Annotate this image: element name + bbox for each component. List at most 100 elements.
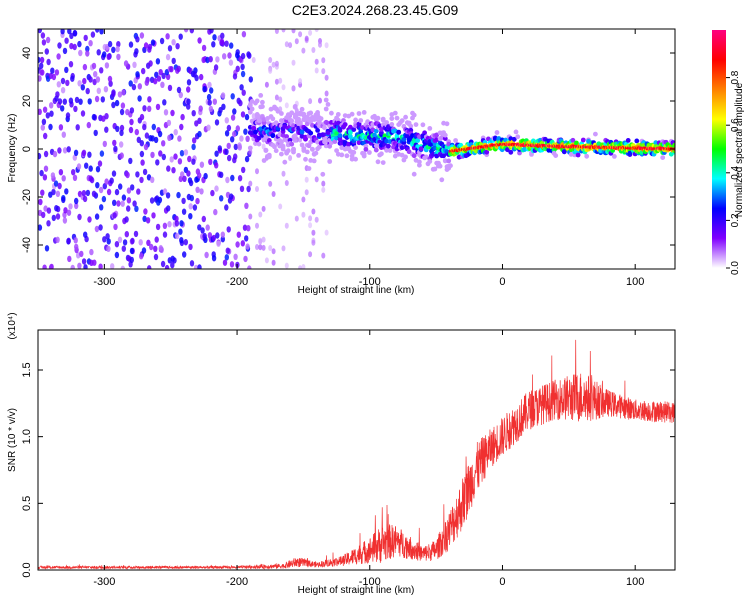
spectrogram-cell — [211, 234, 217, 242]
spectrogram-cell — [129, 256, 134, 264]
spectrogram-cell — [60, 29, 65, 35]
spectrogram-cell — [237, 144, 242, 151]
spectrogram-cell — [149, 243, 154, 251]
spectrogram-cell — [351, 150, 357, 155]
spectrogram-cell — [128, 41, 134, 48]
spectrogram-cell — [292, 138, 298, 143]
spectrogram-cell — [341, 118, 346, 123]
spectrogram-cell — [121, 89, 126, 96]
spectrogram-cell — [94, 213, 100, 220]
spectrogram-cell — [200, 227, 205, 234]
spectrogram-cell — [517, 150, 522, 156]
spectrogram-cell — [243, 128, 248, 135]
spectrogram-cell — [57, 182, 62, 190]
spectrogram-cell — [327, 159, 333, 164]
snr-series-line — [38, 339, 675, 570]
spectrogram-cell — [244, 155, 250, 163]
spectrogram-cell — [155, 103, 161, 111]
spectrogram-cell — [308, 98, 313, 105]
spectrogram-cell — [41, 211, 46, 219]
spectrogram-cell — [361, 110, 367, 115]
spectrogram-cell — [209, 29, 214, 34]
spectrogram-cell — [85, 50, 90, 57]
spectrogram-cell — [315, 110, 320, 115]
spectrogram-cell — [308, 222, 313, 229]
spectrogram-cell — [318, 41, 322, 48]
spectrogram-cell — [111, 101, 116, 109]
spectrogram-cell — [139, 32, 145, 39]
spectrogram-cell — [254, 98, 260, 104]
spectrogram-cell — [90, 31, 96, 38]
spectrogram-cell — [80, 110, 86, 117]
spectrogram-cell — [99, 67, 104, 74]
spectrogram-cell — [153, 136, 159, 144]
spectrogram-cell — [182, 251, 187, 258]
spectrogram-cell — [268, 180, 273, 187]
spectrogram-cell — [446, 158, 452, 164]
spectrogram-cell — [88, 76, 93, 83]
colorbar-tick-label: 0.4 — [730, 165, 741, 179]
spectrogram-cell — [298, 31, 303, 38]
spectrogram-cell — [280, 146, 286, 152]
spectrogram-cell — [104, 178, 109, 185]
spectrogram-cell — [68, 97, 74, 104]
spectrogram-cell — [57, 42, 62, 49]
spectrogram-cell — [240, 63, 245, 71]
spectrogram-cell — [72, 43, 77, 51]
spectrogram-cell — [182, 175, 187, 182]
spectrogram-cell — [114, 188, 120, 196]
spectrogram-cell — [142, 105, 147, 112]
spectrogram-cell — [394, 115, 400, 121]
spectrogram-cell — [505, 147, 510, 153]
spectrogram-cell — [337, 137, 343, 142]
spectrogram-cell — [40, 69, 45, 76]
spectrogram-cell — [216, 240, 221, 247]
spectrogram-cell — [432, 166, 438, 172]
spectrogram-cell — [38, 75, 42, 82]
spectrogram-cell — [270, 133, 276, 139]
spectrogram-cell — [439, 177, 445, 183]
spectrogram-cell — [251, 113, 256, 120]
spectrogram-cell — [304, 35, 309, 42]
spectrogram-cell — [230, 114, 236, 121]
spectrogram-cell — [85, 87, 90, 95]
spectrogram-cell — [81, 258, 87, 265]
spectrogram-cell — [241, 31, 247, 38]
spectrogram-cell — [197, 130, 202, 138]
spectrogram-cell — [203, 172, 208, 180]
spectrogram-cell — [258, 238, 263, 245]
spectrogram-cell — [288, 42, 293, 49]
spectrogram-cell — [298, 265, 303, 269]
spectrogram-cell — [171, 57, 176, 65]
spectrogram-cell — [167, 84, 173, 92]
spectrogram-cell — [217, 145, 222, 152]
spectrogram-cell — [150, 176, 155, 183]
spectrogram-cell — [229, 261, 235, 268]
y-tick-label: 0.5 — [21, 496, 33, 511]
x-tick-label: 0 — [499, 276, 505, 288]
spectrogram-cell — [51, 73, 57, 81]
spectrogram-marks — [38, 29, 675, 269]
spectrogram-cell — [244, 235, 249, 242]
spectrogram-cell — [324, 90, 329, 97]
spectrogram-cell — [264, 81, 269, 88]
spectrogram-cell — [117, 91, 123, 98]
spectrogram-cell — [324, 74, 329, 81]
spectrogram-cell — [310, 146, 315, 152]
snr-panel: -300 -200 -100 0 100 0.0 0.5 1.0 1.5 Height of … — [7, 312, 676, 596]
spectrogram-cell — [179, 150, 185, 157]
spectrogram-cell — [162, 99, 167, 106]
spectrogram-cell — [220, 236, 225, 243]
spectrogram-cell — [42, 264, 47, 269]
spectrogram-cell — [68, 60, 74, 68]
spectrogram-cell — [65, 79, 70, 87]
spectrogram-cell — [301, 111, 307, 117]
spectrogram-cell — [291, 29, 296, 34]
spectrogram-cell — [170, 261, 175, 269]
spectrogram-cell — [380, 116, 386, 122]
spectrogram-cell — [128, 126, 134, 134]
spectrogram-cell — [251, 125, 257, 131]
spectrogram-cell — [339, 152, 345, 158]
spectrogram-cell — [40, 32, 46, 39]
